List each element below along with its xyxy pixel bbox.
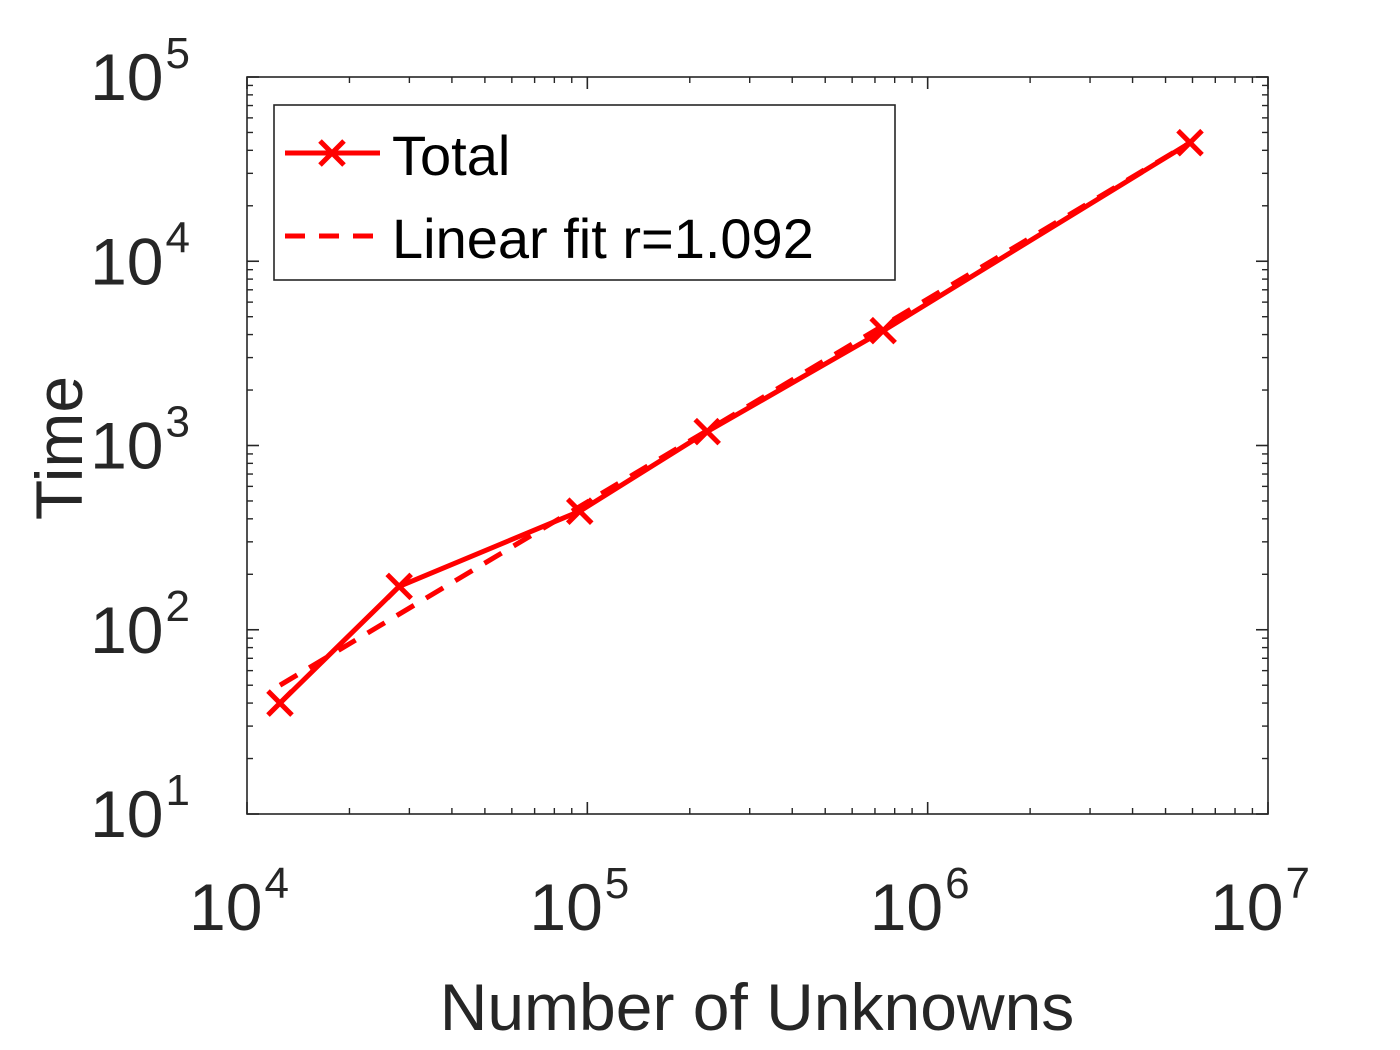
x-tick-exponent: 6: [945, 859, 969, 908]
y-tick-label: 102: [90, 582, 190, 667]
y-tick-label: 103: [90, 398, 190, 483]
x-tick-label: 105: [529, 859, 629, 944]
data-point-marker: [266, 689, 294, 717]
y-tick-exponent: 4: [166, 213, 190, 262]
y-tick-label: 104: [90, 213, 190, 298]
legend: Total Linear fit r=1.092: [273, 104, 896, 281]
x-tick-exponent: 5: [605, 859, 629, 908]
legend-fit-label: Linear fit r=1.092: [392, 207, 814, 270]
data-point-marker: [1176, 128, 1204, 157]
x-axis-label: Number of Unknowns: [440, 970, 1075, 1044]
legend-box: [273, 104, 896, 281]
y-axis-label: Time: [22, 376, 96, 520]
x-tick-label: 107: [1210, 859, 1310, 944]
x-tick-label: 106: [870, 859, 970, 944]
x-tick-exponent: 4: [264, 859, 288, 908]
series-line-1: [278, 140, 1192, 688]
y-tick-exponent: 5: [166, 29, 190, 78]
tick-labels: 104 105 106 107 101 102 103 104 105: [90, 29, 1310, 944]
y-tick-exponent: 1: [166, 766, 190, 815]
data-point-marker: [869, 316, 897, 345]
y-tick-label: 105: [90, 29, 190, 114]
data-point-marker: [385, 572, 413, 601]
y-tick-label: 101: [90, 766, 190, 851]
y-tick-exponent: 2: [166, 582, 190, 631]
legend-total-label: Total: [392, 124, 510, 187]
major-ticks: [246, 76, 1269, 815]
x-tick-label: 104: [189, 859, 289, 944]
legend-total-marker: [318, 139, 346, 167]
series-layer: [266, 128, 1204, 717]
minor-ticks: [247, 77, 1268, 814]
y-tick-exponent: 3: [166, 398, 190, 447]
data-point-marker: [693, 417, 721, 446]
x-tick-exponent: 7: [1285, 859, 1309, 908]
